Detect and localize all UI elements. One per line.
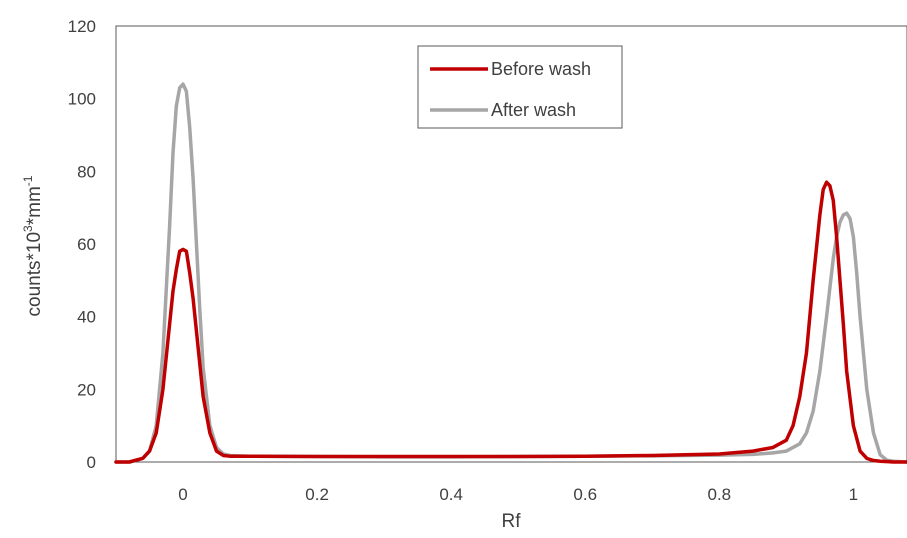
x-tick-label: 0.4 [439,485,463,504]
y-tick-label: 40 [77,308,96,327]
y-tick-label: 20 [77,380,96,399]
y-tick-label: 60 [77,235,96,254]
x-tick-label: 0.2 [305,485,329,504]
x-axis-title: Rf [502,511,522,532]
y-tick-label: 80 [77,162,96,181]
y-tick-label: 120 [68,17,96,36]
plot-area-frame [115,25,907,463]
y-axis-title: counts*103*mm-1 [21,175,45,316]
legend: Before wash After wash [417,45,623,129]
series-line-before-wash [114,180,907,464]
series-layer [114,82,907,464]
y-axis-title-sup1: 3 [21,225,35,232]
x-tick-label: 0.8 [707,485,731,504]
series-line-after-wash [114,82,907,464]
x-tick-label: 1 [849,485,858,504]
legend-label-before-wash: Before wash [491,59,591,79]
y-axis-ticks: 0 20 40 60 80 100 120 [68,17,96,472]
x-tick-label: 0.6 [573,485,597,504]
y-axis-title-main: counts*10 [24,232,45,317]
y-axis-title-sup2: -1 [21,175,35,186]
y-axis-title-mid: *mm [24,186,45,225]
x-axis-ticks: 0 0.2 0.4 0.6 0.8 1 [178,485,858,504]
legend-label-after-wash: After wash [491,100,576,120]
y-tick-label: 100 [68,90,96,109]
legend-box [417,45,623,129]
y-tick-label: 0 [87,453,96,472]
x-tick-label: 0 [178,485,187,504]
